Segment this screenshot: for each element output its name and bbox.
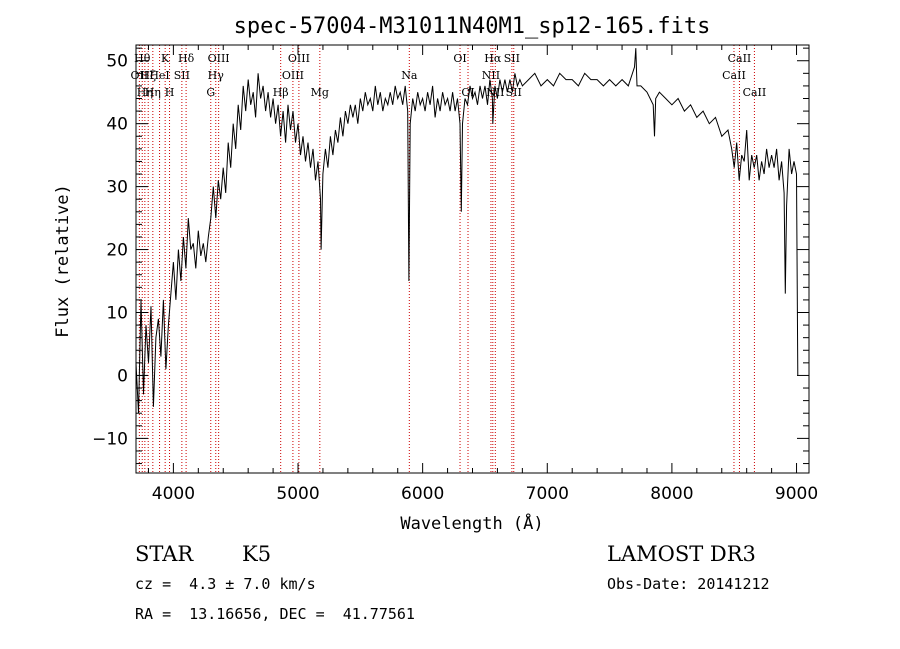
object-class: STAR	[135, 542, 194, 566]
marker-label: SII	[506, 86, 522, 99]
x-tick-label: 5000	[276, 484, 319, 504]
marker-label: OIII	[208, 52, 230, 65]
marker-label: CaII	[722, 69, 746, 82]
marker-label: Hγ	[208, 69, 225, 82]
marker-label: OIII	[282, 69, 304, 82]
marker-label: SII	[174, 69, 190, 82]
marker-label: Hθ	[134, 52, 151, 65]
marker-label: Hβ	[273, 86, 289, 99]
y-tick-label: −10	[92, 429, 128, 449]
coordinates: RA = 13.16656, DEC = 41.77561	[135, 605, 415, 623]
marker-label: Hζ	[140, 69, 156, 82]
marker-label: HeI	[149, 69, 169, 82]
marker-label: CaII	[728, 52, 752, 65]
x-tick-label: 6000	[401, 484, 444, 504]
marker-label: Hη	[145, 86, 161, 99]
marker-label: K	[161, 52, 170, 65]
emission-line-markers	[138, 45, 755, 473]
chart-title: spec-57004-M31011N40M1_sp12-165.fits	[234, 14, 711, 39]
marker-label: Mg	[311, 86, 329, 99]
emission-line-labels: OII Hθ Hη Hζ Hη HeI K H SII Hδ G Hγ OIII Hβ OIII OIII Mg…	[131, 52, 767, 99]
x-tick-label: 4000	[152, 484, 195, 504]
marker-label: CaII	[743, 86, 767, 99]
observation-date: Obs-Date: 20141212	[607, 575, 770, 593]
marker-label: SII	[504, 52, 520, 65]
marker-label: Hα	[484, 52, 502, 65]
object-subclass: K5	[242, 542, 271, 566]
y-tick-label: 50	[106, 52, 128, 72]
marker-label: OI	[461, 86, 474, 99]
y-axis-label: Flux (relative)	[53, 184, 73, 338]
redshift-value: cz = 4.3 ± 7.0 km/s	[135, 575, 316, 593]
marker-label: G	[206, 86, 215, 99]
survey-name: LAMOST DR3	[607, 542, 756, 566]
y-tick-label: 20	[106, 241, 128, 261]
marker-label: Hδ	[178, 52, 195, 65]
y-axis: −10 0 10 20 30 40 50	[92, 47, 809, 465]
marker-label: Hη	[137, 86, 153, 99]
x-tick-label: 9000	[775, 484, 818, 504]
y-tick-label: 0	[117, 366, 128, 386]
marker-label: H	[165, 86, 175, 99]
marker-label: OII	[131, 69, 149, 82]
x-tick-label: 8000	[650, 484, 693, 504]
y-tick-label: 10	[106, 304, 128, 324]
marker-label: NII	[482, 69, 500, 82]
flux-series-line	[135, 48, 799, 414]
y-tick-label: 30	[106, 178, 128, 198]
x-tick-label: 7000	[526, 484, 569, 504]
marker-label: Na	[401, 69, 418, 82]
marker-label: OIII	[288, 52, 310, 65]
x-axis: 4000 5000 6000 7000 8000 9000	[147, 45, 818, 504]
y-tick-label: 40	[106, 115, 128, 135]
plot-frame	[135, 44, 810, 474]
marker-label: OI	[453, 52, 466, 65]
x-axis-label: Wavelength (Å)	[400, 512, 543, 534]
